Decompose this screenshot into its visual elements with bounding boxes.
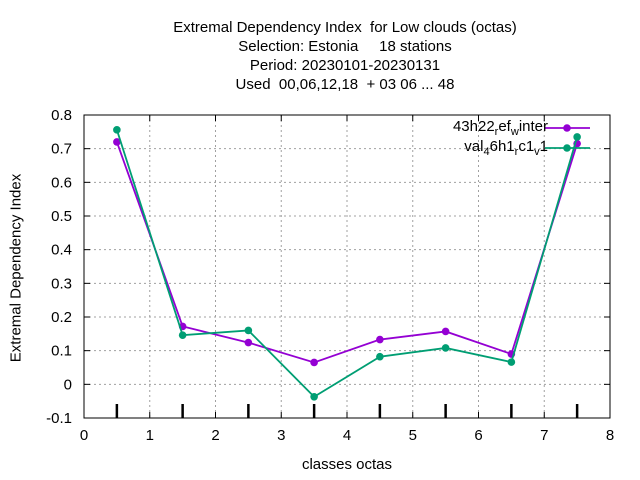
series-2-line [116, 129, 578, 398]
legend-entry-2-label: val46h1rc1v1 [464, 138, 548, 158]
title-line-2: Selection: Estonia 18 stations [238, 38, 452, 55]
y-tick-label: 0.1 [51, 343, 72, 360]
title-line-3: Period: 20230101-20230131 [249, 57, 441, 74]
series-2-point [376, 352, 384, 361]
tick-layer: 0 1 2 3 4 5 6 7 8 -0.1 0 0.1 0.2 0.3 0.4 0.5 0.6 0.7 0.8 [46, 107, 614, 444]
x-tick-label: 2 [211, 427, 219, 444]
title-line-1: Extremal Dependency Index for Low clouds… [173, 19, 517, 36]
y-tick-label: 0 [64, 376, 72, 393]
series-2-point [178, 331, 187, 339]
series-1-point [244, 338, 253, 347]
x-tick-label: 1 [146, 427, 154, 444]
x-tick-label: 5 [409, 427, 417, 444]
series-2-point [573, 133, 581, 141]
series-1-point [441, 327, 450, 336]
x-tick-label: 0 [80, 427, 88, 444]
y-tick-label: 0.2 [51, 309, 72, 326]
x-tick-label: 3 [277, 427, 285, 444]
y-tick-label: 0.8 [51, 107, 72, 124]
series-2 [113, 126, 581, 401]
series-1-line [116, 141, 578, 364]
y-tick-label: 0.7 [51, 141, 72, 158]
series-1-point [310, 358, 318, 367]
series-1-point [113, 138, 121, 146]
series-2-point [507, 358, 516, 366]
legend-entry-1-marker [563, 124, 571, 132]
legend-entry-2-marker [563, 144, 571, 152]
series-1 [113, 138, 581, 367]
y-tick-label: 0.3 [51, 275, 72, 292]
y-tick-label: 0.4 [51, 242, 72, 259]
y-axis-label: Extremal Dependency Index [7, 173, 25, 363]
x-tick-label: 6 [474, 427, 482, 444]
series-2-point [113, 126, 121, 134]
legend-layer [545, 124, 590, 152]
series-2-point [441, 344, 450, 352]
title-line-4: Used 00,06,12,18 + 03 06 ... 48 [235, 76, 455, 93]
y-tick-label: -0.1 [46, 410, 72, 427]
x-tick-label: 7 [540, 427, 548, 444]
grid-layer [84, 115, 610, 418]
plot-frame [83, 114, 611, 419]
x-tick-label: 8 [606, 427, 614, 444]
legend-entry-1-label: 43h22refwinter [452, 118, 548, 138]
y-tick-label: 0.5 [51, 208, 72, 225]
series-layer [113, 126, 581, 401]
series-2-point [244, 326, 253, 335]
y-tick-label: 0.6 [51, 174, 72, 191]
x-axis-label: classes octas [301, 456, 393, 473]
series-2-point [310, 392, 318, 401]
x-tick-label: 4 [343, 427, 351, 444]
series-1-point [376, 335, 384, 344]
